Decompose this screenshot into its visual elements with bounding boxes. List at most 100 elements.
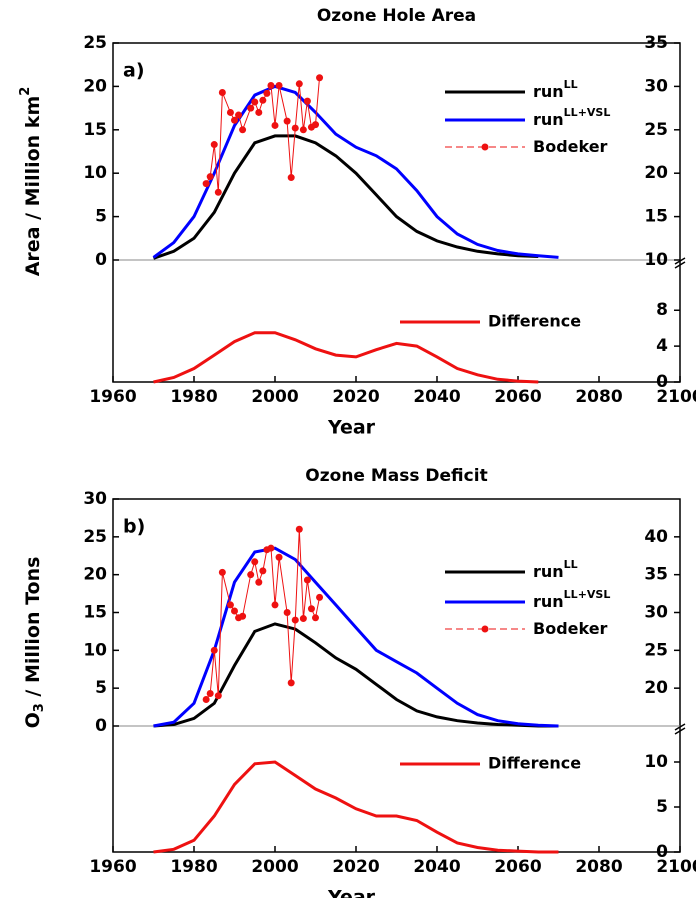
x-tick-label: 2080 bbox=[575, 387, 622, 407]
observation-point bbox=[202, 180, 210, 188]
observation-point bbox=[299, 126, 307, 134]
y-tick-label: 5 bbox=[95, 207, 107, 227]
observation-point bbox=[247, 104, 255, 112]
x-axis-label: Year bbox=[327, 887, 376, 898]
observation-point bbox=[218, 568, 226, 576]
x-tick-label: 1980 bbox=[170, 857, 217, 877]
x-tick-label: 2000 bbox=[251, 857, 298, 877]
difference-tick-label: 0 bbox=[656, 372, 668, 392]
y-tick-label: 25 bbox=[83, 33, 107, 53]
model-line bbox=[152, 84, 559, 259]
y-tick-label: 25 bbox=[83, 527, 107, 547]
observation-point bbox=[275, 553, 283, 561]
legend-sup: LL+VSL bbox=[564, 106, 611, 119]
y2-tick-label: 15 bbox=[644, 207, 668, 227]
observation-point bbox=[255, 578, 263, 586]
y-label-part: / Million Tons bbox=[22, 557, 44, 704]
observation-point bbox=[239, 126, 247, 134]
plot-frame bbox=[112, 498, 681, 853]
legend-label: runLL bbox=[533, 558, 578, 581]
y2-tick-label: 40 bbox=[644, 527, 668, 547]
difference-tick-label: 4 bbox=[656, 336, 668, 356]
y-tick-label: 20 bbox=[83, 565, 107, 585]
chart-title: Ozone Hole Area bbox=[317, 6, 476, 26]
observation-point bbox=[271, 121, 279, 129]
observation-point bbox=[307, 605, 315, 613]
y-tick-label: 10 bbox=[83, 640, 107, 660]
observation-point bbox=[283, 609, 291, 616]
difference-line bbox=[153, 331, 539, 384]
y-label-part: 2 bbox=[18, 87, 33, 96]
observation-point bbox=[312, 121, 319, 129]
y2-tick-label: 20 bbox=[644, 163, 668, 183]
y-tick-label: 30 bbox=[83, 489, 107, 509]
x-tick-label: 2040 bbox=[413, 387, 460, 407]
difference-tick-label: 0 bbox=[656, 842, 668, 862]
observation-point bbox=[206, 173, 214, 181]
legend-sup: LL+VSL bbox=[564, 588, 611, 601]
y-label-part: Area / Million km bbox=[22, 96, 44, 277]
legend-sup: LL bbox=[564, 558, 578, 571]
y-tick-label: 20 bbox=[83, 76, 107, 96]
legend-name: Bodeker bbox=[533, 137, 608, 156]
observation-point bbox=[263, 89, 271, 97]
y-tick-label: 5 bbox=[95, 678, 107, 698]
observation-point bbox=[267, 544, 275, 552]
y2-tick-label: 30 bbox=[644, 603, 668, 623]
x-tick-label: 2020 bbox=[332, 857, 379, 877]
observation-point bbox=[291, 616, 299, 624]
observation-point bbox=[235, 111, 243, 119]
model-line bbox=[153, 546, 559, 728]
y-tick-label: 0 bbox=[95, 716, 107, 736]
observation-line bbox=[205, 529, 320, 700]
difference-tick-label: 8 bbox=[656, 300, 668, 320]
x-tick-label: 1960 bbox=[89, 387, 136, 407]
y-tick-label: 15 bbox=[83, 120, 107, 140]
legend-name: run bbox=[533, 592, 564, 611]
observation-point bbox=[251, 98, 259, 106]
observation-point bbox=[275, 82, 283, 90]
observation-point bbox=[295, 525, 303, 533]
y2-tick-label: 35 bbox=[644, 565, 668, 585]
observation-point bbox=[283, 117, 291, 125]
y2-tick-label: 25 bbox=[644, 120, 668, 140]
y-label-part: O bbox=[22, 712, 44, 728]
y2-tick-label: 10 bbox=[644, 250, 668, 270]
observation-point bbox=[206, 689, 214, 697]
observation-point bbox=[255, 108, 263, 116]
x-tick-label: 2000 bbox=[251, 387, 298, 407]
legend-label: Difference bbox=[488, 754, 581, 773]
observation-point bbox=[291, 124, 299, 132]
observation-point bbox=[247, 571, 255, 579]
observation-line bbox=[205, 77, 320, 193]
legend-label: runLL+VSL bbox=[533, 106, 610, 129]
legend-label: runLL bbox=[533, 78, 578, 101]
observation-point bbox=[303, 576, 311, 584]
observation-point bbox=[259, 567, 267, 575]
observation-point bbox=[316, 593, 324, 601]
legend-label: runLL+VSL bbox=[533, 588, 610, 611]
legend-marker bbox=[481, 625, 489, 633]
observation-point bbox=[312, 614, 319, 622]
y2-tick-label: 35 bbox=[644, 33, 668, 53]
x-tick-label: 2080 bbox=[575, 857, 622, 877]
observation-point bbox=[267, 82, 275, 90]
panel: Ozone Mass Deficit b) O3 / Million Tons Yea… bbox=[22, 466, 696, 898]
observation-point bbox=[299, 615, 307, 623]
x-tick-label: 2060 bbox=[494, 857, 541, 877]
observation-point bbox=[251, 558, 259, 566]
y-label-part: 3 bbox=[32, 703, 47, 712]
observation-point bbox=[303, 97, 311, 105]
y-tick-label: 10 bbox=[83, 163, 107, 183]
observation-point bbox=[218, 88, 226, 96]
difference-line bbox=[153, 760, 559, 854]
chart-title: Ozone Mass Deficit bbox=[305, 466, 487, 486]
x-tick-label: 1960 bbox=[89, 857, 136, 877]
observation-point bbox=[239, 612, 247, 620]
observation-point bbox=[316, 74, 324, 82]
legend-name: run bbox=[533, 562, 564, 581]
legend-label: Bodeker bbox=[533, 619, 608, 638]
